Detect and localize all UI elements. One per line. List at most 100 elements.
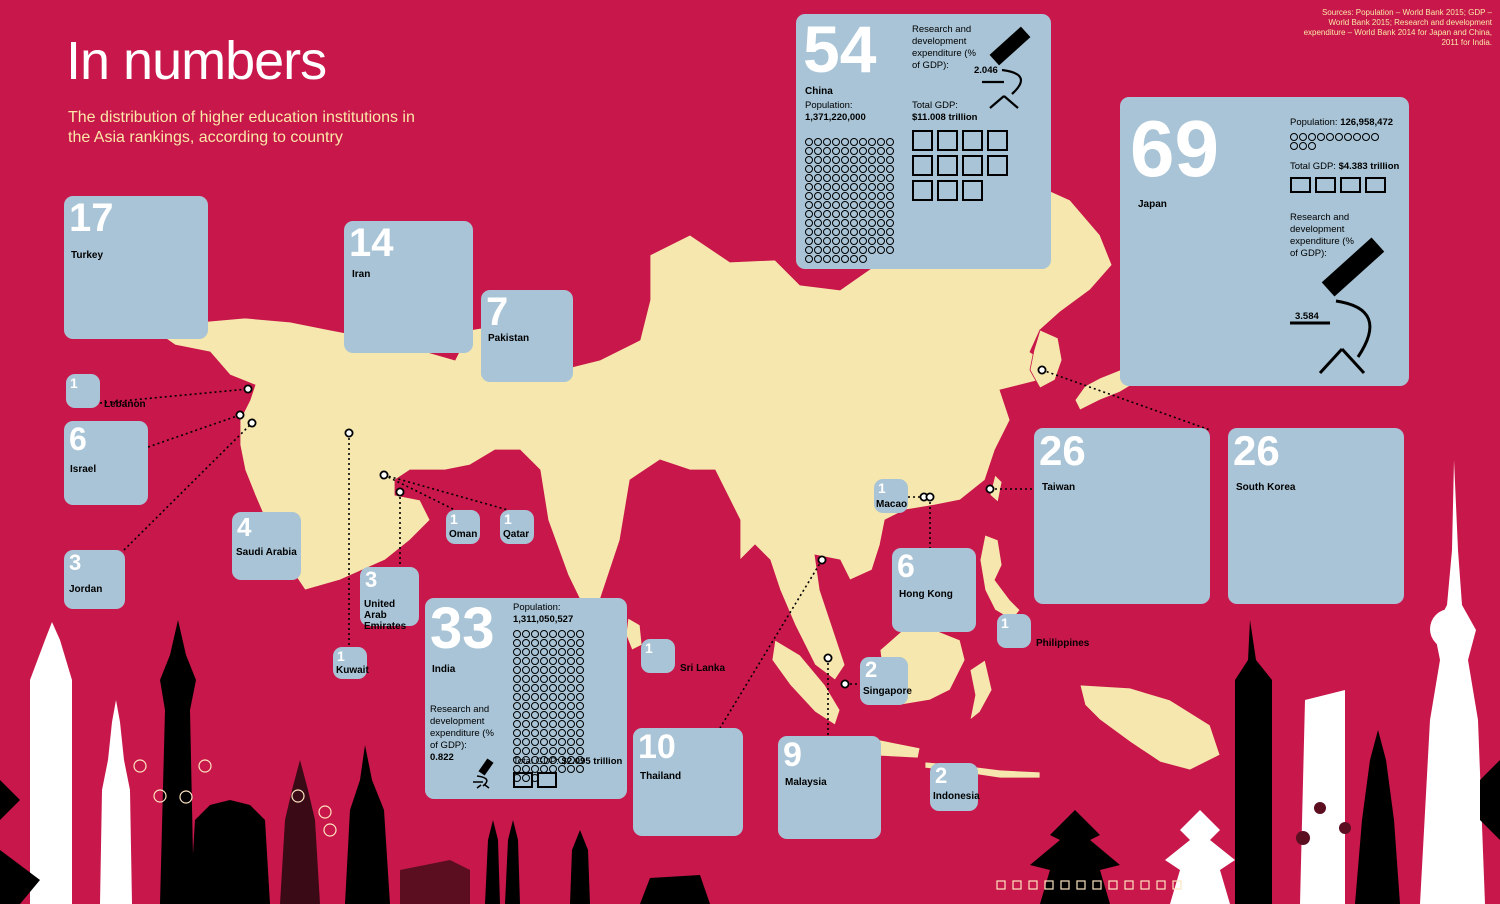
- population-circle: [576, 648, 584, 656]
- country-box-qatar: 1 Qatar: [500, 510, 534, 544]
- gdp-square: [962, 155, 983, 176]
- population-circle: [859, 138, 867, 146]
- population-circle: [877, 237, 885, 245]
- population-circle: [877, 165, 885, 173]
- population-circle: [576, 657, 584, 665]
- population-circle: [859, 183, 867, 191]
- population-circle: [549, 756, 557, 764]
- population-circle: [522, 738, 530, 746]
- population-stat: Population: 1,371,220,000: [805, 100, 866, 124]
- population-circle: [531, 729, 539, 737]
- population-circle: [814, 237, 822, 245]
- country-box-israel: 6 Israel: [64, 421, 148, 505]
- population-circle: [841, 219, 849, 227]
- population-circle: [859, 201, 867, 209]
- population-circle: [531, 675, 539, 683]
- population-circle: [805, 237, 813, 245]
- population-circle: [513, 702, 521, 710]
- population-circle: [522, 648, 530, 656]
- population-circle: [868, 219, 876, 227]
- gdp-stat: Total GDP: $2.095 trillion: [513, 756, 622, 768]
- population-circle: [522, 756, 530, 764]
- population-circle: [823, 183, 831, 191]
- population-circle: [567, 702, 575, 710]
- population-circle: [877, 246, 885, 254]
- population-circle: [558, 648, 566, 656]
- population-circle: [576, 693, 584, 701]
- population-circle: [859, 156, 867, 164]
- institution-count: 54: [803, 12, 877, 86]
- gdp-square: [937, 155, 958, 176]
- population-circle: [868, 183, 876, 191]
- population-circle: [522, 630, 530, 638]
- gdp-label: Total GDP:: [513, 756, 559, 767]
- population-circle: [576, 702, 584, 710]
- population-circle: [886, 201, 894, 209]
- population-circle: [886, 237, 894, 245]
- population-circle: [513, 639, 521, 647]
- population-circle: [567, 630, 575, 638]
- population-circle: [850, 237, 858, 245]
- population-circle: [549, 648, 557, 656]
- country-box-indonesia: 2 Indonesia: [930, 763, 980, 811]
- population-circle: [1335, 133, 1343, 141]
- population-circle: [576, 747, 584, 755]
- population-circle: [522, 747, 530, 755]
- country-box-philippines: 1: [997, 614, 1031, 648]
- population-circle: [832, 228, 840, 236]
- country-box-sri-lanka: 1: [641, 639, 675, 673]
- gdp-label: Total GDP:: [1290, 161, 1336, 172]
- country-box-thailand: 10 Thailand: [633, 728, 743, 836]
- population-circle: [868, 210, 876, 218]
- population-circle: [558, 765, 566, 773]
- population-circle: [805, 219, 813, 227]
- population-circle: [832, 156, 840, 164]
- population-circle: [859, 147, 867, 155]
- population-circle: [868, 237, 876, 245]
- population-circle: [558, 756, 566, 764]
- population-circle: [522, 639, 530, 647]
- institution-count: 1: [645, 640, 653, 656]
- population-circle: [877, 210, 885, 218]
- population-circle: [531, 639, 539, 647]
- population-circle: [540, 720, 548, 728]
- population-circle: [868, 165, 876, 173]
- country-name: Malaysia: [785, 777, 827, 788]
- gdp-square: [987, 130, 1008, 151]
- sources-note: Sources: Population – World Bank 2015; G…: [1303, 8, 1492, 47]
- population-circle: [868, 156, 876, 164]
- population-circle: [513, 720, 521, 728]
- population-circle: [567, 711, 575, 719]
- population-stat: Population: 1,311,050,527: [513, 602, 573, 626]
- gdp-value: $4.383 trillion: [1338, 161, 1400, 172]
- institution-count: 69: [1130, 104, 1219, 193]
- gdp-pictogram: [513, 772, 605, 788]
- population-circle: [841, 210, 849, 218]
- population-circle: [522, 684, 530, 692]
- population-circle: [522, 675, 530, 683]
- population-circle: [540, 675, 548, 683]
- population-circle: [567, 666, 575, 674]
- population-circle: [513, 711, 521, 719]
- population-circle: [841, 255, 849, 263]
- population-circle: [567, 720, 575, 728]
- gdp-square: [1290, 177, 1311, 193]
- population-circle: [513, 657, 521, 665]
- population-circle: [850, 255, 858, 263]
- population-circle: [841, 147, 849, 155]
- country-name: Hong Kong: [899, 589, 953, 600]
- population-circle: [859, 219, 867, 227]
- population-pictogram: [1290, 133, 1379, 150]
- country-box-china: 54 China Research and development expend…: [796, 14, 1051, 269]
- population-circle: [814, 147, 822, 155]
- population-circle: [850, 192, 858, 200]
- population-circle: [513, 756, 521, 764]
- population-circle: [567, 648, 575, 656]
- population-circle: [558, 675, 566, 683]
- population-circle: [558, 693, 566, 701]
- country-box-oman: 1 Oman: [446, 510, 480, 544]
- country-box-uae: 3 United Arab Emirates: [360, 567, 419, 632]
- gdp-square: [1365, 177, 1386, 193]
- institution-count: 7: [486, 290, 509, 334]
- population-circle: [877, 147, 885, 155]
